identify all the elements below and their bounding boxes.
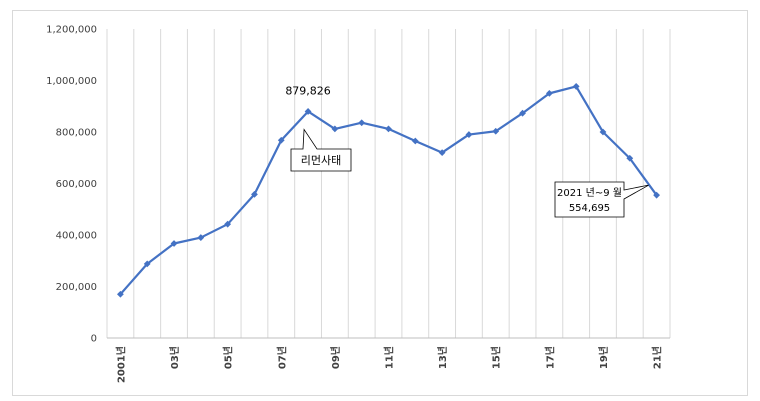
x-tick-label: 15년 bbox=[490, 346, 503, 369]
y-tick-label: 600,000 bbox=[56, 179, 97, 190]
x-tick-label: 17년 bbox=[543, 346, 556, 369]
y-tick-label: 200,000 bbox=[56, 282, 97, 293]
peak-value-label: 879,826 bbox=[285, 84, 331, 97]
latest-callout-box bbox=[554, 181, 649, 218]
data-point bbox=[626, 154, 634, 162]
y-tick-label: 1,200,000 bbox=[46, 25, 97, 36]
y-tick-labels: 0 200,000 400,000 600,000 800,000 1,000,000 1,… bbox=[46, 25, 97, 345]
y-tick-label: 800,000 bbox=[56, 128, 97, 139]
data-point bbox=[492, 127, 500, 135]
line-chart: 0 200,000 400,000 600,000 800,000 1,000,000 1,… bbox=[46, 25, 671, 383]
lehman-callout-text: 리먼사태 bbox=[301, 154, 341, 167]
data-point bbox=[438, 149, 446, 156]
data-point bbox=[277, 136, 285, 144]
data-point bbox=[117, 290, 124, 298]
x-tick-label: 13년 bbox=[436, 346, 449, 369]
data-point bbox=[385, 125, 392, 133]
x-tick-label: 11년 bbox=[383, 346, 396, 369]
data-point bbox=[197, 234, 205, 241]
y-tick-label: 0 bbox=[91, 334, 97, 345]
data-point bbox=[545, 89, 553, 97]
x-tick-label: 09년 bbox=[329, 346, 342, 369]
data-point bbox=[331, 125, 339, 133]
data-point bbox=[599, 128, 607, 136]
x-tick-label: 03년 bbox=[168, 346, 181, 369]
data-point bbox=[224, 220, 232, 228]
data-points bbox=[117, 83, 660, 298]
data-point bbox=[519, 109, 526, 117]
y-tick-label: 1,000,000 bbox=[46, 76, 97, 87]
latest-callout-period: 2021 년~9 월 bbox=[557, 187, 622, 199]
x-tick-label: 2001년 bbox=[114, 346, 127, 383]
data-point bbox=[653, 191, 660, 199]
x-tick-label: 05년 bbox=[222, 346, 235, 369]
data-point bbox=[465, 131, 473, 138]
chart-frame: 0 200,000 400,000 600,000 800,000 1,000,000 1,… bbox=[12, 10, 748, 396]
x-tick-labels: 2001년 03년 05년 07년 09년 11년 13년 15년 17년 19년 21년 bbox=[114, 346, 663, 383]
x-tick-label: 21년 bbox=[651, 346, 664, 369]
peak-annotation: 879,826 bbox=[285, 84, 331, 97]
data-point bbox=[143, 260, 151, 268]
data-point bbox=[358, 119, 366, 127]
x-tick-label: 19년 bbox=[597, 346, 610, 369]
data-point bbox=[411, 137, 419, 145]
data-point bbox=[170, 240, 178, 247]
latest-callout: 2021 년~9 월 554,695 bbox=[554, 181, 649, 218]
x-tick-label: 07년 bbox=[275, 346, 288, 369]
lehman-callout: 리먼사태 bbox=[290, 128, 352, 172]
latest-callout-value: 554,695 bbox=[569, 203, 610, 214]
lehman-callout-box bbox=[290, 128, 352, 172]
data-point bbox=[304, 108, 312, 115]
y-tick-label: 400,000 bbox=[56, 231, 97, 242]
data-point bbox=[572, 83, 580, 90]
data-point bbox=[251, 190, 258, 198]
